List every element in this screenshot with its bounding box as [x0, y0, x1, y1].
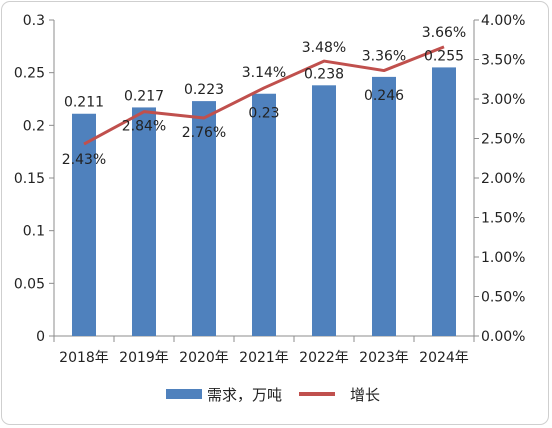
right-tick-label: 3.50% — [481, 53, 525, 69]
growth-data-label: 2.76% — [182, 125, 226, 141]
x-tick-label: 2021年 — [239, 350, 289, 366]
demand-bar — [372, 76, 396, 336]
demand-data-label: 0.211 — [64, 95, 104, 111]
demand-bar — [432, 67, 456, 337]
growth-data-label: 3.48% — [302, 40, 346, 56]
demand-data-label: 0.246 — [364, 88, 404, 104]
growth-data-label: 3.14% — [242, 65, 286, 81]
right-tick-label: 2.00% — [481, 171, 525, 187]
x-tick-label: 2019年 — [119, 350, 169, 366]
data-labels: 0.211 0.217 0.223 0.23 0.238 0.246 0.255 2.43% 2… — [62, 25, 466, 168]
growth-data-label: 3.36% — [362, 49, 406, 65]
demand-bar — [72, 113, 96, 336]
demand-data-label: 0.223 — [184, 82, 224, 98]
left-tick-label: 0 — [36, 329, 45, 345]
right-tick-label: 1.00% — [481, 250, 525, 266]
axes-group: 0 0.05 0.1 0.15 0.2 0.25 0.3 0.00% 0.50% 1.00% 1.5… — [14, 13, 526, 366]
demand-bar — [132, 107, 156, 336]
legend-label-growth: 增长 — [350, 386, 380, 404]
demand-data-label: 0.217 — [124, 88, 164, 104]
left-tick-label: 0.15 — [14, 171, 45, 187]
right-tick-label: 0.50% — [481, 290, 525, 306]
left-tick-label: 0.1 — [23, 224, 45, 240]
demand-data-label: 0.255 — [424, 48, 464, 64]
legend: 需求，万吨 增长 — [166, 386, 380, 404]
legend-swatch-growth — [299, 392, 335, 396]
legend-swatch-demand — [166, 389, 202, 399]
demand-data-label: 0.238 — [304, 66, 344, 82]
growth-line — [83, 45, 445, 146]
right-tick-label: 0.00% — [481, 329, 525, 345]
left-tick-label: 0.2 — [23, 118, 45, 134]
right-tick-label: 4.00% — [481, 13, 525, 29]
right-tick-label: 3.00% — [481, 92, 525, 108]
growth-data-label: 2.43% — [62, 152, 106, 168]
x-tick-label: 2022年 — [299, 350, 349, 366]
right-tick-label: 2.50% — [481, 132, 525, 148]
demand-bar — [192, 101, 216, 337]
growth-data-label: 2.84% — [122, 119, 166, 135]
x-tick-label: 2018年 — [59, 350, 109, 366]
bar-series — [72, 67, 456, 337]
right-tick-label: 1.50% — [481, 211, 525, 227]
legend-label-demand: 需求，万吨 — [207, 386, 282, 404]
demand-bar — [252, 93, 276, 336]
left-tick-label: 0.05 — [14, 276, 45, 292]
left-tick-label: 0.3 — [23, 13, 45, 29]
demand-data-label: 0.23 — [248, 106, 279, 122]
demand-bar — [312, 85, 336, 336]
x-tick-label: 2023年 — [359, 350, 409, 366]
x-tick-label: 2020年 — [179, 350, 229, 366]
line-series — [83, 45, 445, 146]
x-tick-label: 2024年 — [419, 350, 469, 366]
left-tick-label: 0.25 — [14, 66, 45, 82]
growth-data-label: 3.66% — [422, 25, 466, 41]
